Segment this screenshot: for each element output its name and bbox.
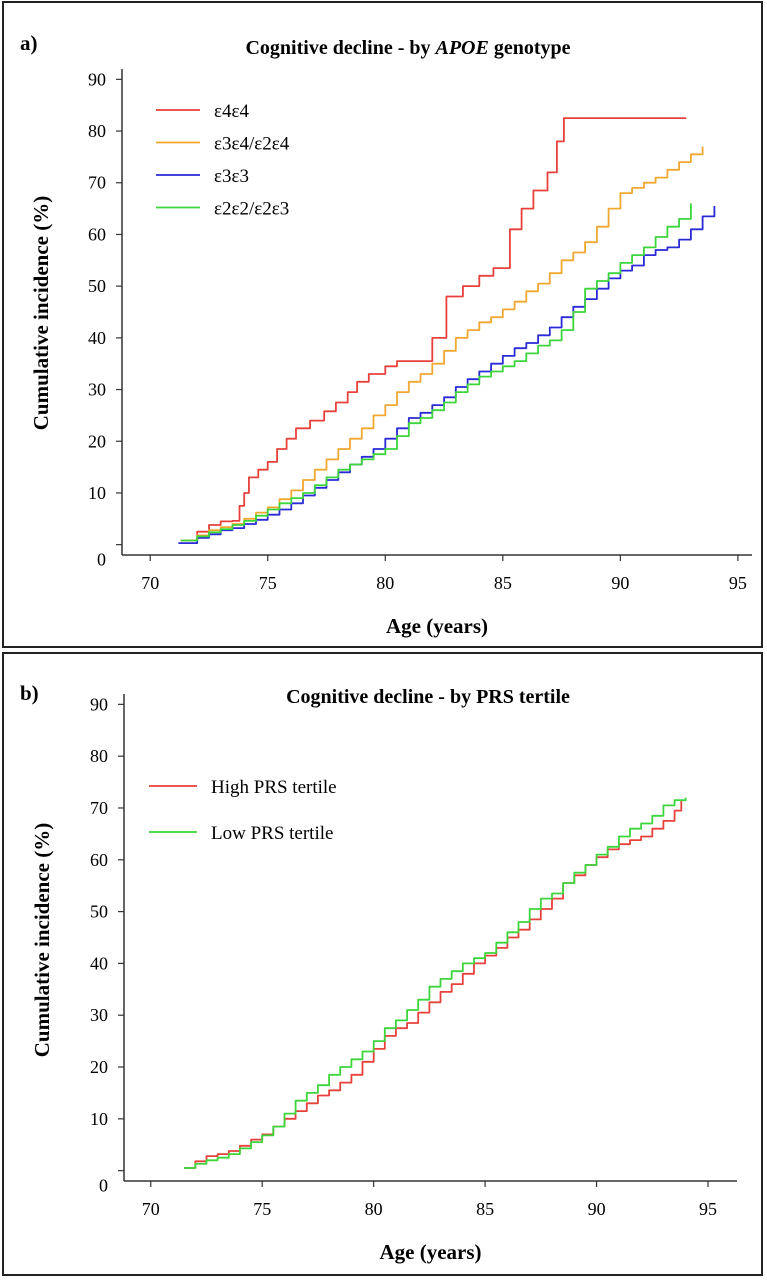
chart-b: b) Cognitive decline - by PRS tertile 0 1… (20, 681, 737, 1264)
x-tick-label: 95 (699, 1199, 717, 1219)
y-tick-label: 30 (88, 380, 106, 400)
legend-label: High PRS tertile (211, 777, 337, 798)
plot-area: 0 10 20 30 40 50 60 70 80 90 70 75 80 85 90 95 Age (year… (30, 694, 737, 1264)
y-tick-label: 10 (90, 1109, 108, 1129)
panel-a: a) Cognitive decline - by APOE genotype … (2, 1, 763, 648)
series-line-4 (180, 203, 692, 542)
legend-label: ε3ε4/ε2ε4 (214, 134, 290, 155)
x-tick-label: 85 (494, 573, 512, 593)
legend-label: ε3ε3 (214, 166, 249, 187)
panel-label: a) (20, 31, 38, 55)
panel-b: b) Cognitive decline - by PRS tertile 0 1… (2, 652, 763, 1276)
plot-area: 0 10 20 30 40 50 60 70 80 90 70 75 80 85 90 95 Age (year… (29, 69, 752, 638)
y-tick-label: 0 (97, 550, 106, 570)
y-tick-label: 80 (88, 121, 106, 141)
x-tick-label: 75 (253, 1199, 271, 1219)
series-line-1 (180, 117, 687, 542)
x-axis-label: Age (years) (379, 1240, 481, 1264)
x-tick-label: 70 (141, 573, 159, 593)
y-tick-label: 30 (90, 1005, 108, 1025)
y-tick-label: 80 (90, 746, 108, 766)
series-line-2 (184, 797, 687, 1169)
y-tick-label: 50 (88, 276, 106, 296)
x-tick-label: 95 (729, 573, 747, 593)
x-tick-label: 80 (365, 1199, 383, 1219)
y-axis-label: Cumulative incidence (%) (30, 823, 54, 1057)
y-tick-label: 40 (90, 953, 108, 973)
chart-title: Cognitive decline - by PRS tertile (286, 686, 570, 708)
y-tick-label: 90 (88, 69, 106, 89)
legend-label: Low PRS tertile (211, 823, 333, 844)
y-tick-label: 60 (90, 850, 108, 870)
chart-a: a) Cognitive decline - by APOE genotype … (20, 31, 752, 638)
series-line-3 (178, 206, 716, 544)
y-tick-label: 0 (99, 1176, 108, 1196)
y-tick-label: 70 (88, 173, 106, 193)
x-tick-label: 80 (376, 573, 394, 593)
y-tick-label: 90 (90, 694, 108, 714)
x-tick-label: 90 (611, 573, 629, 593)
chart-title: Cognitive decline - by APOE genotype (245, 37, 570, 59)
legend-label: ε2ε2/ε2ε3 (214, 199, 289, 220)
y-tick-label: 10 (88, 483, 106, 503)
y-tick-label: 70 (90, 798, 108, 818)
x-tick-label: 90 (588, 1199, 606, 1219)
y-tick-label: 40 (88, 328, 106, 348)
x-tick-label: 75 (259, 573, 277, 593)
series-line-2 (180, 146, 704, 542)
y-tick-label: 20 (90, 1057, 108, 1077)
y-tick-label: 60 (88, 224, 106, 244)
panel-label: b) (20, 681, 39, 705)
y-axis-label: Cumulative incidence (%) (29, 196, 53, 430)
legend-label: ε4ε4 (214, 101, 249, 122)
x-tick-label: 85 (476, 1199, 494, 1219)
y-tick-label: 50 (90, 902, 108, 922)
y-tick-label: 20 (88, 431, 106, 451)
x-axis-label: Age (years) (386, 614, 488, 638)
x-tick-label: 70 (142, 1199, 160, 1219)
